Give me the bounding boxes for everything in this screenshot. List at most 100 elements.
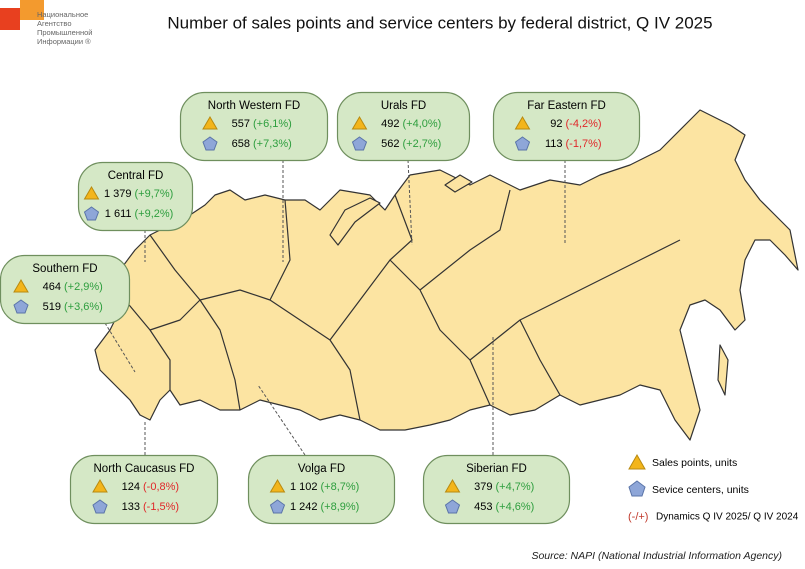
service-icon xyxy=(514,136,531,151)
leader-line xyxy=(257,384,306,456)
service-value: 658 xyxy=(232,138,250,150)
box-bg xyxy=(336,91,471,162)
box-bg xyxy=(0,254,131,325)
sales-change: (+4,0%) xyxy=(403,118,442,130)
service-change: (+9,2%) xyxy=(135,208,174,220)
sales-change: (-4,2%) xyxy=(566,118,602,130)
sales-icon xyxy=(92,479,108,493)
district-box: Volga FD 1 102 (+8,7%)1 242 (+8,9%) xyxy=(247,454,396,525)
island xyxy=(717,344,729,396)
leader-lines xyxy=(104,159,566,456)
service-icon xyxy=(202,136,218,151)
sales-icon xyxy=(13,279,29,293)
box-bg xyxy=(69,454,219,525)
leader-line xyxy=(407,159,413,246)
district-box: North Caucasus FD 124 (-0,8%)133 (-1,5%) xyxy=(69,454,219,525)
service-icon xyxy=(92,499,108,514)
legend-symbol: (-/+) xyxy=(628,511,648,523)
sales-icon xyxy=(514,116,531,130)
service-value: 453 xyxy=(474,501,492,513)
district-border xyxy=(124,189,681,421)
service-change: (+8,9%) xyxy=(321,501,360,513)
service-icon xyxy=(13,299,29,314)
service-change: (+4,6%) xyxy=(496,501,535,513)
legend-pentagon xyxy=(628,480,646,497)
sales-change: (+9,7%) xyxy=(135,188,174,200)
sales-value: 557 xyxy=(232,118,250,130)
box-bg xyxy=(422,454,571,525)
district-box: North Western FD 557 (+6,1%)658 (+7,3%) xyxy=(179,91,329,162)
sales-value: 1 379 xyxy=(104,188,132,200)
island xyxy=(444,174,473,193)
service-change: (+7,3%) xyxy=(253,138,292,150)
box-bg xyxy=(77,161,194,232)
russia-outline xyxy=(94,109,799,441)
service-value: 133 xyxy=(122,501,140,513)
logo-text: Национальное xyxy=(37,10,88,19)
district-name: North Western FD xyxy=(208,100,300,112)
sales-icon xyxy=(202,116,218,130)
sales-change: (-0,8%) xyxy=(143,481,179,493)
legend: Sales points, units Sevice centers, unit… xyxy=(628,453,799,523)
logo-text: Агентство xyxy=(37,19,72,28)
logo-square xyxy=(0,8,20,30)
district-box: Far Eastern FD 92 (-4,2%)113 (-1,7%) xyxy=(492,91,641,162)
service-value: 1 242 xyxy=(290,501,318,513)
logo-text: Информации ® xyxy=(37,37,91,46)
sales-change: (+6,1%) xyxy=(253,118,292,130)
service-value: 562 xyxy=(381,138,399,150)
sales-icon xyxy=(444,479,461,493)
service-value: 519 xyxy=(43,301,61,313)
service-icon xyxy=(269,499,286,514)
service-change: (-1,5%) xyxy=(143,501,179,513)
legend-text: Sevice centers, units xyxy=(652,484,749,496)
service-icon xyxy=(83,206,100,221)
service-change: (+2,7%) xyxy=(403,138,442,150)
sales-value: 1 102 xyxy=(290,481,318,493)
district-name: North Caucasus FD xyxy=(94,463,195,475)
sales-icon xyxy=(351,116,368,130)
box-bg xyxy=(492,91,641,162)
legend-text: Sales points, units xyxy=(652,457,737,469)
logo-mark: НАПИ xyxy=(3,4,20,10)
district-name: Siberian FD xyxy=(466,463,527,475)
legend-text: Dynamics Q IV 2025/ Q IV 2024 xyxy=(656,512,799,523)
district-name: Urals FD xyxy=(381,100,426,112)
district-box: Southern FD 464 (+2,9%)519 (+3,6%) xyxy=(0,254,131,325)
source: Source: NAPI (National Industrial Inform… xyxy=(531,550,782,562)
district-name: Central FD xyxy=(108,170,164,182)
service-change: (-1,7%) xyxy=(566,138,602,150)
title: Number of sales points and service cente… xyxy=(167,13,712,32)
district-name: Volga FD xyxy=(298,463,345,475)
service-value: 1 611 xyxy=(105,208,132,220)
service-icon xyxy=(351,136,368,151)
sales-value: 124 xyxy=(122,481,140,493)
sales-value: 92 xyxy=(550,118,562,130)
service-value: 113 xyxy=(545,138,563,150)
district-box: Urals FD 492 (+4,0%) 562 (+2,7%) xyxy=(336,91,471,162)
district-boxes: North Western FD 557 (+6,1%)658 (+7,3%) Ural… xyxy=(0,91,641,525)
box-bg xyxy=(247,454,396,525)
box-bg xyxy=(179,91,329,162)
sales-value: 379 xyxy=(474,481,492,493)
sales-change: (+4,7%) xyxy=(496,481,535,493)
logo-square xyxy=(20,0,44,20)
sales-icon xyxy=(269,479,286,493)
sales-value: 464 xyxy=(43,281,61,293)
legend-triangle xyxy=(628,453,646,470)
island xyxy=(329,197,381,246)
map xyxy=(94,109,799,441)
sales-icon xyxy=(83,186,100,200)
logo-text: Промышленной xyxy=(37,28,93,37)
sales-change: (+8,7%) xyxy=(321,481,360,493)
service-icon xyxy=(444,499,461,514)
district-box: Central FD 1 379 (+9,7%)1 611 (+9,2%) xyxy=(77,161,194,232)
district-name: Southern FD xyxy=(32,263,97,275)
sales-change: (+2,9%) xyxy=(64,281,103,293)
district-box: Siberian FD 379 (+4,7%) 453 (+4,6%) xyxy=(422,454,571,525)
service-change: (+3,6%) xyxy=(64,301,103,313)
district-name: Far Eastern FD xyxy=(527,100,606,112)
leader-line xyxy=(104,322,136,373)
sales-value: 492 xyxy=(381,118,399,130)
